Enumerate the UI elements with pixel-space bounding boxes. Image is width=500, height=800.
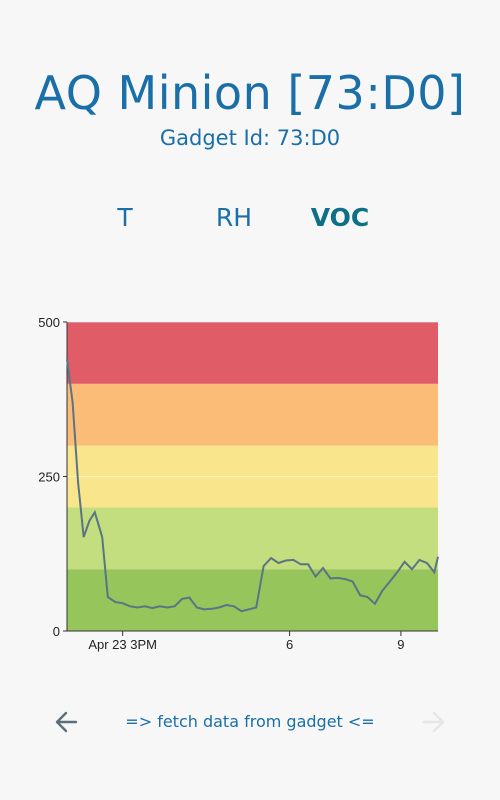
level-band-0	[67, 569, 438, 631]
bottom-navigation: => fetch data from gadget <=	[0, 700, 500, 746]
voc-series-line	[66, 358, 439, 613]
chart-y-ticks: 0 250 500	[38, 315, 67, 639]
tab-temperature[interactable]: T	[117, 203, 133, 232]
y-tick-label-0: 0	[53, 624, 60, 639]
level-band-1	[67, 507, 438, 570]
gadget-id-label: Gadget Id: 73:D0	[159, 126, 341, 150]
fetch-data-button[interactable]: => fetch data from gadget <=	[125, 712, 375, 731]
level-band-4	[67, 322, 438, 384]
y-tick-label-1: 250	[38, 470, 60, 485]
arrow-left-icon[interactable]	[50, 706, 82, 738]
y-tick-label-2: 500	[38, 315, 60, 330]
chart-x-ticks: Apr 23 3PM 6 9	[88, 631, 405, 652]
x-tick-label-2: 9	[397, 637, 404, 652]
tab-relative-humidity[interactable]: RH	[215, 203, 253, 232]
page-title: AQ Minion [73:D0]	[34, 66, 466, 120]
tab-voc[interactable]: VOC	[310, 203, 370, 232]
x-tick-label-0: Apr 23 3PM	[88, 637, 157, 652]
level-band-3	[67, 383, 438, 446]
arrow-right-icon[interactable]	[418, 706, 450, 738]
voc-chart: 0 250 500 Apr 23 3PM 6 9	[38, 315, 439, 652]
x-tick-label-1: 6	[286, 637, 293, 652]
chart-level-bands	[67, 322, 438, 631]
